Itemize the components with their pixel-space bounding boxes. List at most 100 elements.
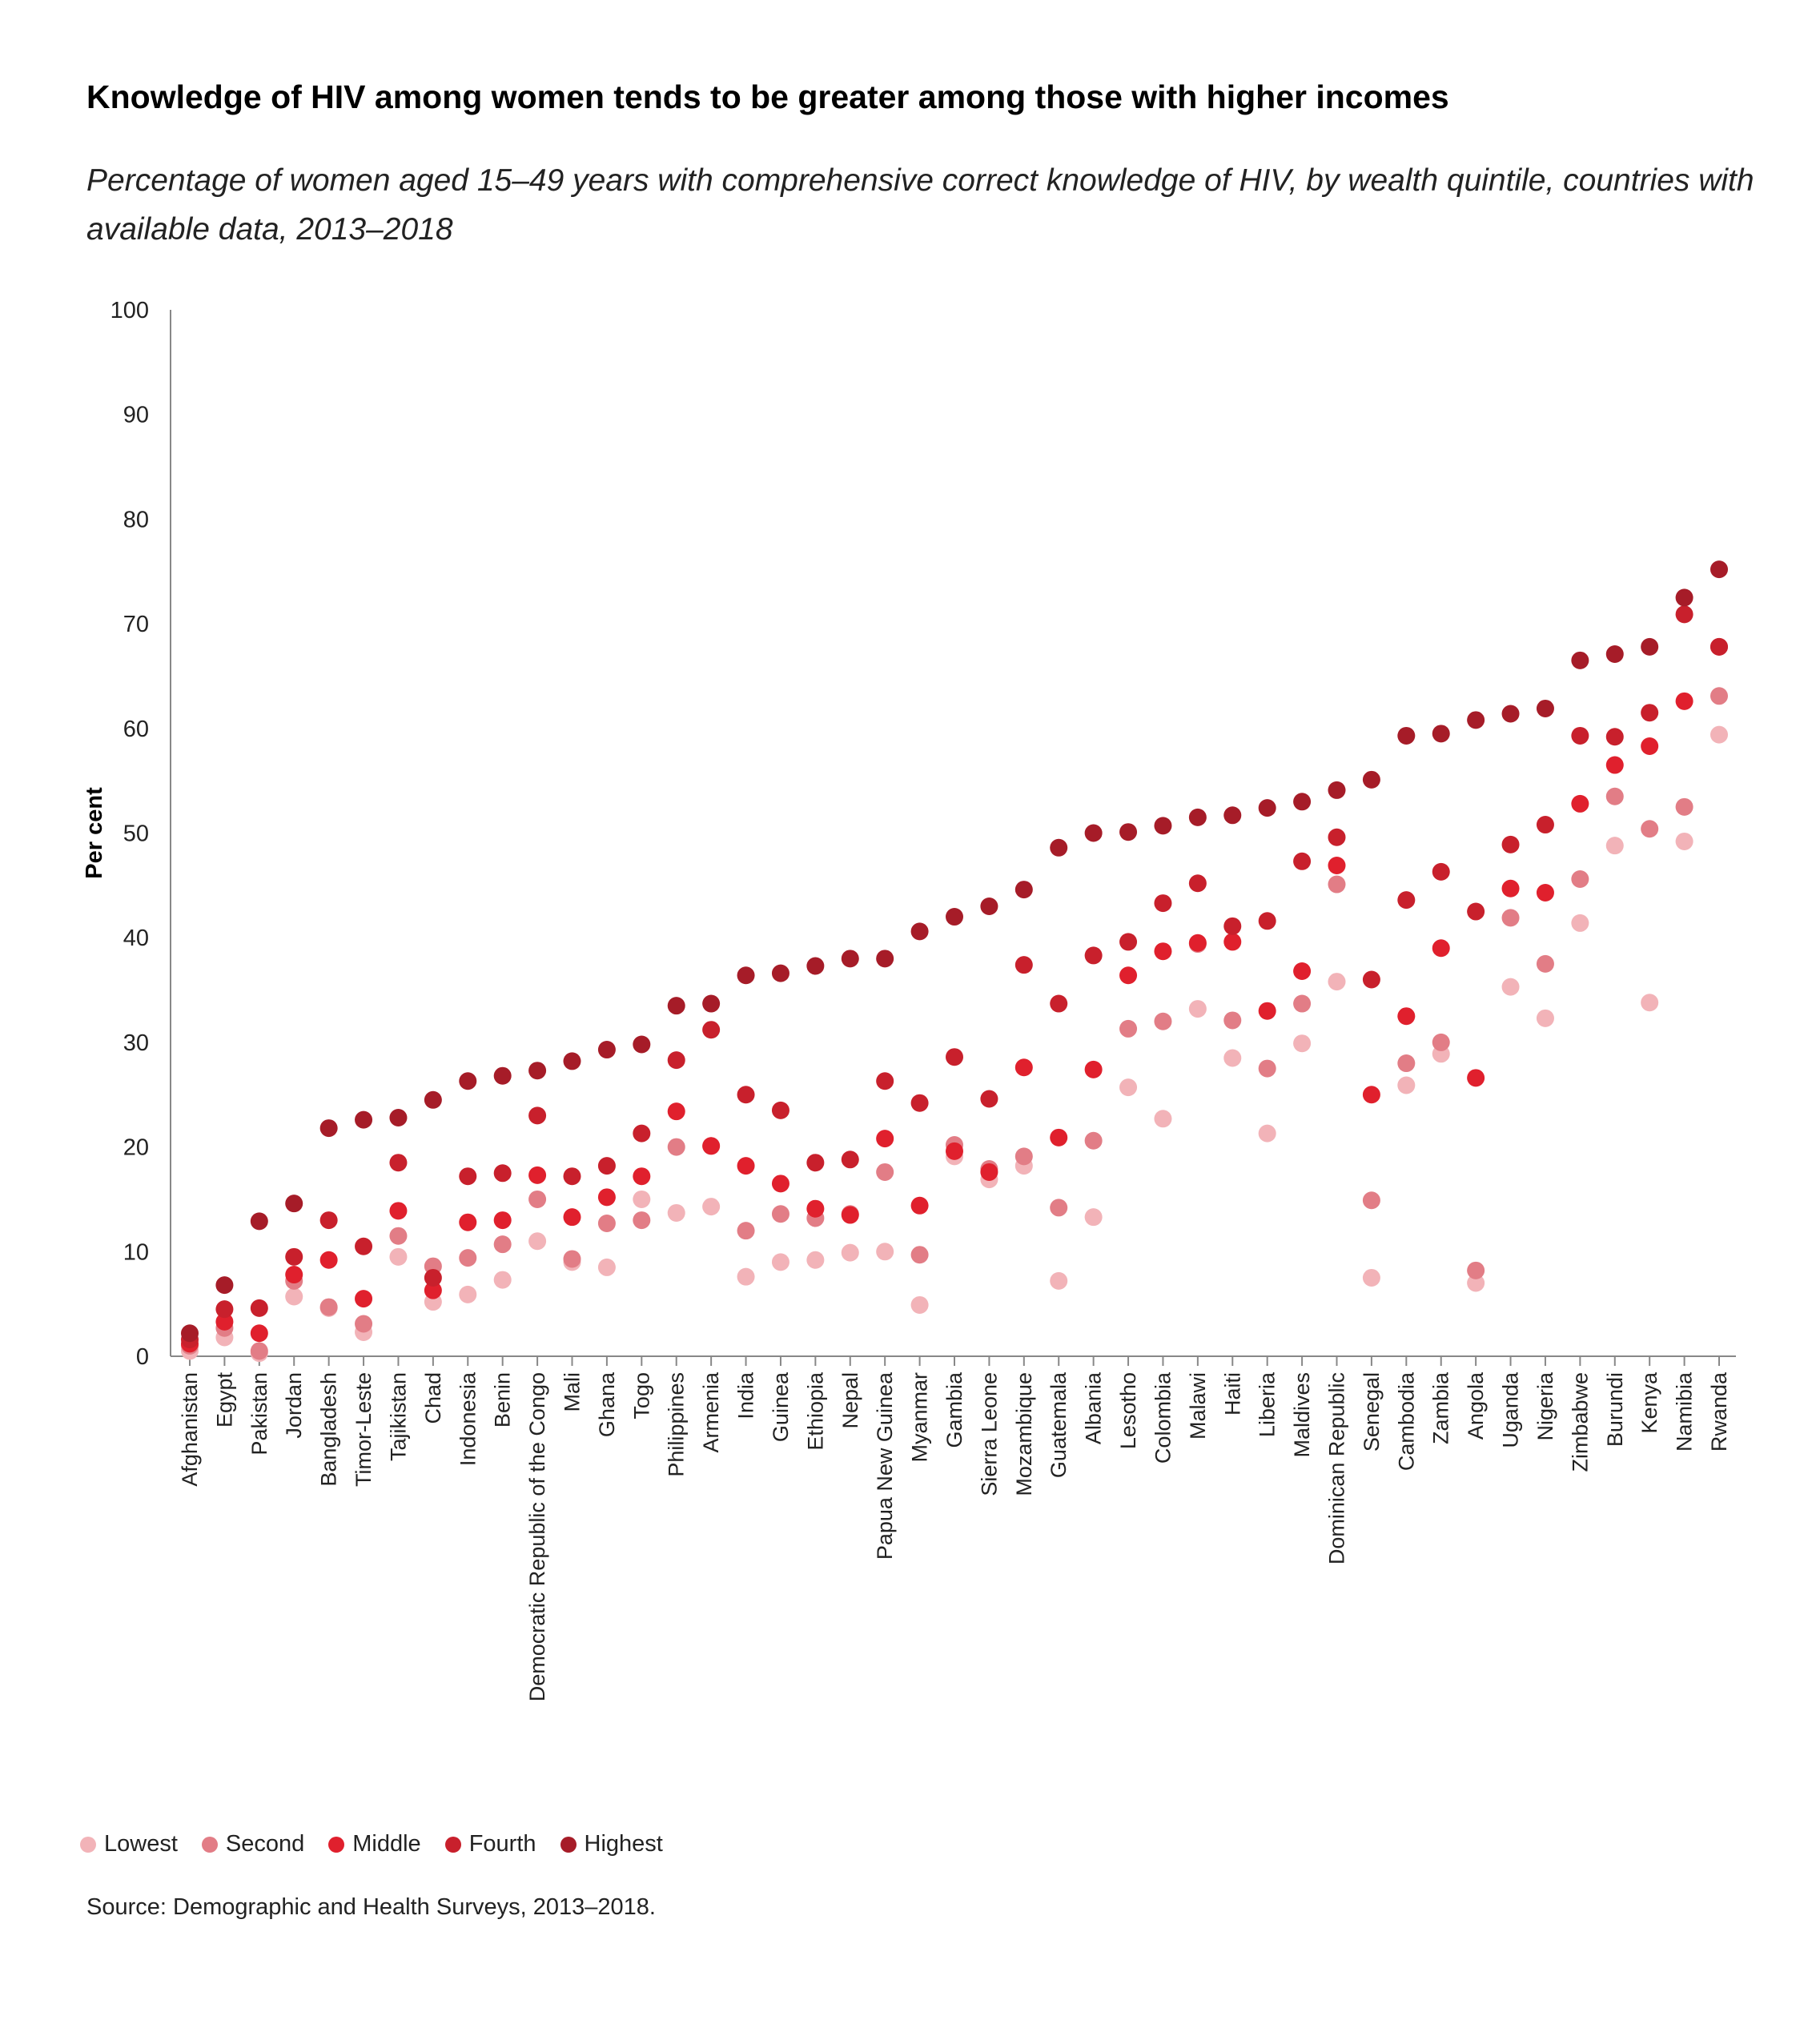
- data-point-second: [389, 1227, 408, 1245]
- data-point-highest: [1501, 705, 1520, 723]
- data-point-middle: [459, 1213, 477, 1231]
- data-point-middle: [1154, 942, 1172, 961]
- x-tick-label: Haiti: [1220, 1372, 1244, 1416]
- data-point-second: [771, 1205, 789, 1223]
- x-tick-label: Togo: [629, 1372, 653, 1420]
- data-point-middle: [1536, 883, 1554, 902]
- data-point-fourth: [1328, 828, 1346, 846]
- data-point-fourth: [597, 1157, 616, 1175]
- data-point-lowest: [667, 1203, 685, 1222]
- data-point-middle: [1571, 794, 1589, 813]
- data-point-lowest: [1397, 1076, 1416, 1094]
- x-tick-label: Tajikistan: [386, 1372, 410, 1461]
- y-tick-label: 0: [136, 1344, 149, 1370]
- data-point-lowest: [1710, 725, 1728, 744]
- data-point-lowest: [1362, 1268, 1380, 1287]
- data-point-fourth: [1119, 933, 1138, 951]
- x-tick-label: Mali: [560, 1372, 585, 1412]
- legend-item: Lowest: [80, 1831, 178, 1857]
- x-tick-label: Dominican Republic: [1325, 1372, 1349, 1564]
- source-note: Source: Demographic and Health Surveys, …: [86, 1894, 656, 1920]
- data-point-lowest: [876, 1243, 894, 1261]
- data-point-middle: [1293, 962, 1312, 981]
- data-points: [181, 560, 1728, 1363]
- data-point-highest: [980, 897, 998, 915]
- data-point-highest: [285, 1195, 303, 1213]
- data-point-lowest: [1293, 1034, 1312, 1053]
- x-tick-label: Sierra Leone: [977, 1372, 1001, 1496]
- data-point-second: [1501, 909, 1520, 927]
- legend-label: Highest: [584, 1831, 663, 1857]
- data-point-second: [910, 1246, 929, 1264]
- data-point-lowest: [1467, 1274, 1485, 1292]
- data-point-second: [493, 1235, 512, 1254]
- data-point-highest: [1571, 651, 1589, 669]
- data-point-second: [1050, 1199, 1068, 1217]
- x-tick-label: Democratic Republic of the Congo: [525, 1372, 549, 1701]
- data-point-highest: [215, 1276, 234, 1295]
- data-point-second: [1293, 994, 1312, 1013]
- data-point-fourth: [215, 1300, 234, 1319]
- data-point-fourth: [1050, 994, 1068, 1013]
- data-point-highest: [1050, 838, 1068, 857]
- data-point-highest: [389, 1109, 408, 1127]
- data-point-lowest: [1050, 1271, 1068, 1290]
- data-point-second: [563, 1250, 581, 1268]
- x-axis: Afghanistan Egypt Pakistan Jordan Bangladesh…: [171, 1355, 1736, 1701]
- y-tick-label: 10: [123, 1239, 149, 1265]
- x-tick-label: Egypt: [212, 1372, 236, 1428]
- data-point-lowest: [285, 1287, 303, 1306]
- data-point-lowest: [1536, 1009, 1554, 1027]
- x-tick-label: Guatemala: [1047, 1371, 1071, 1478]
- x-tick-label: Maldives: [1290, 1372, 1314, 1458]
- data-point-highest: [1432, 725, 1450, 743]
- data-point-middle: [319, 1251, 338, 1269]
- data-point-middle: [1362, 1086, 1380, 1104]
- data-point-middle: [876, 1130, 894, 1148]
- data-point-middle: [1501, 879, 1520, 898]
- data-point-middle: [563, 1208, 581, 1227]
- data-point-fourth: [1258, 912, 1276, 930]
- data-point-fourth: [980, 1090, 998, 1108]
- data-point-fourth: [1675, 605, 1693, 624]
- data-point-fourth: [702, 1021, 721, 1039]
- data-point-middle: [493, 1211, 512, 1230]
- data-point-highest: [528, 1062, 547, 1080]
- data-point-lowest: [1501, 978, 1520, 996]
- legend-label: Lowest: [104, 1831, 178, 1857]
- data-point-lowest: [737, 1267, 755, 1286]
- data-point-highest: [737, 966, 755, 985]
- legend-marker: [80, 1836, 96, 1853]
- y-tick-label: 50: [123, 821, 149, 847]
- data-point-highest: [1536, 699, 1554, 717]
- data-point-middle: [667, 1102, 685, 1121]
- data-point-second: [1362, 1191, 1380, 1210]
- data-point-fourth: [1605, 728, 1624, 746]
- data-point-second: [1571, 870, 1589, 889]
- data-point-lowest: [806, 1251, 825, 1269]
- data-point-second: [1675, 797, 1693, 816]
- data-point-highest: [1258, 799, 1276, 817]
- data-point-middle: [355, 1290, 373, 1308]
- data-point-middle: [1675, 692, 1693, 710]
- data-point-fourth: [1223, 917, 1242, 935]
- data-point-middle: [597, 1188, 616, 1207]
- y-tick-label: 30: [123, 1030, 149, 1056]
- y-axis: 0 10 20 30 40 50 60 70 80 90 100 Per cent: [82, 298, 171, 1370]
- data-point-second: [459, 1249, 477, 1267]
- y-tick-label: 80: [123, 507, 149, 532]
- data-point-second: [1710, 687, 1728, 705]
- data-point-lowest: [493, 1271, 512, 1289]
- data-point-middle: [806, 1199, 825, 1218]
- data-point-fourth: [1571, 726, 1589, 745]
- x-tick-label: Nigeria: [1533, 1371, 1557, 1441]
- data-point-second: [1641, 820, 1659, 838]
- data-point-second: [1432, 1033, 1450, 1051]
- data-point-second: [250, 1342, 268, 1360]
- data-point-fourth: [1467, 902, 1485, 921]
- data-point-fourth: [633, 1124, 651, 1142]
- data-point-highest: [702, 994, 721, 1013]
- legend-label: Fourth: [468, 1831, 536, 1857]
- data-point-lowest: [1188, 1000, 1207, 1018]
- data-point-middle: [946, 1142, 963, 1160]
